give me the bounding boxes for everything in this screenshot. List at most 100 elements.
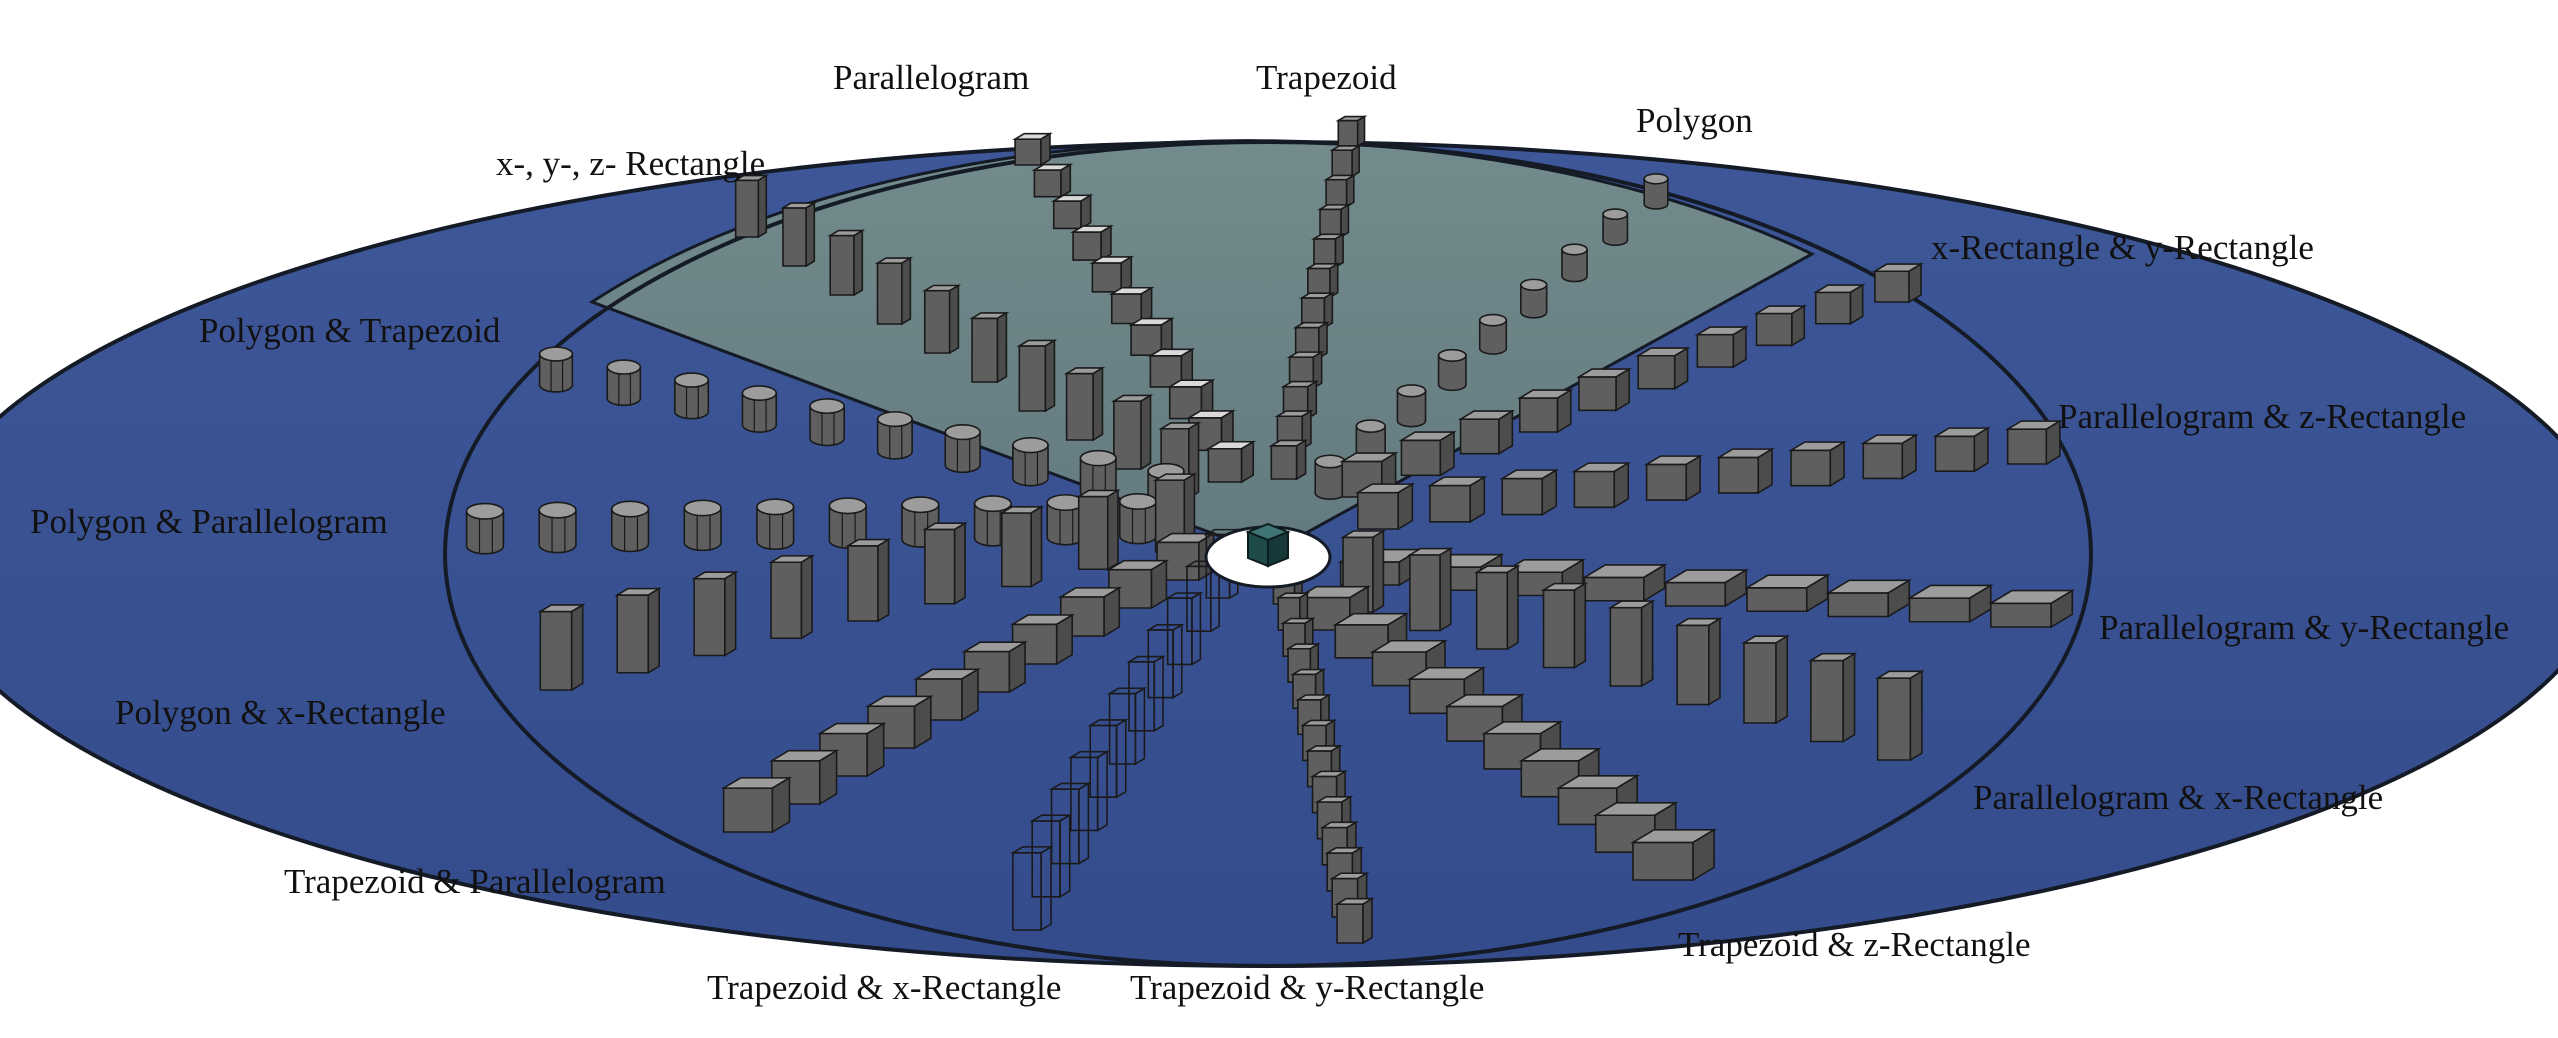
block-trapezoid-11 xyxy=(1335,115,1368,148)
block-polygon-trapezoid-4 xyxy=(876,411,913,460)
block-polygon-trapezoid-6 xyxy=(741,385,778,433)
block-parallelogram-y-rect-7 xyxy=(1906,584,1994,624)
block-polygon-trapezoid-5 xyxy=(809,398,845,447)
block-trapezoid-8 xyxy=(1317,203,1352,239)
label-trapezoid-parallelogram: Trapezoid & Parallelogram xyxy=(284,862,666,901)
block-x-rect-y-rect-2 xyxy=(1457,409,1516,456)
block-trapezoid-x-rect-3 xyxy=(1145,623,1185,700)
block-trapezoid-9 xyxy=(1323,174,1357,208)
block-polygon-x-rect-6 xyxy=(691,570,739,657)
block-parallelogram-y-rect-4 xyxy=(1662,568,1750,608)
block-parallelogram-7 xyxy=(1070,224,1114,262)
block-polygon-x-rect-4 xyxy=(845,538,892,623)
block-parallelogram-x-rect-6 xyxy=(1741,634,1791,725)
block-parallelogram-z-rect-7 xyxy=(1860,433,1919,480)
block-polygon-x-rect-1 xyxy=(1075,489,1121,571)
block-polygon-parallelogram-8 xyxy=(538,501,577,554)
label-polygon-trapezoid: Polygon & Trapezoid xyxy=(199,311,501,350)
block-parallelogram-x-rect-4 xyxy=(1607,599,1656,688)
block-polygon-parallelogram-9 xyxy=(465,502,505,555)
block-polygon-parallelogram-4 xyxy=(828,497,867,549)
block-trapezoid-y-rect-13 xyxy=(1334,897,1375,945)
block-parallelogram-z-rect-0 xyxy=(1354,482,1416,531)
block-xyz-rectangle-5 xyxy=(921,284,962,355)
block-polygon-3 xyxy=(1437,348,1467,392)
block-polygon-x-rect-5 xyxy=(768,554,815,640)
center-cube-icon xyxy=(1245,522,1291,568)
block-trapezoid-x-rect-2 xyxy=(1164,591,1204,666)
block-xyz-rectangle-2 xyxy=(1063,366,1106,442)
block-parallelogram-z-rect-9 xyxy=(2004,419,2063,466)
block-polygon-5 xyxy=(1520,278,1548,319)
label-polygon-x-rect: Polygon & x-Rectangle xyxy=(115,693,446,732)
label-trapezoid-z-rect: Trapezoid & z-Rectangle xyxy=(1678,925,2030,964)
block-trapezoid-x-rect-5 xyxy=(1106,686,1148,766)
block-parallelogram-z-rect-8 xyxy=(1932,426,1991,473)
block-parallelogram-z-rect-1 xyxy=(1427,475,1488,524)
block-parallelogram-z-rect-3 xyxy=(1571,461,1632,509)
block-polygon-2 xyxy=(1396,384,1427,428)
block-xyz-rectangle-9 xyxy=(732,174,770,239)
block-parallelogram-2 xyxy=(1166,378,1216,421)
block-trapezoid-10 xyxy=(1329,144,1363,178)
block-trapezoid-x-rect-8 xyxy=(1048,782,1092,866)
label-parallelogram-z-rect: Parallelogram & z-Rectangle xyxy=(2058,397,2466,436)
block-trapezoid-parallelogram-5 xyxy=(913,667,981,722)
block-x-rect-y-rect-5 xyxy=(1635,346,1691,391)
label-trapezoid: Trapezoid xyxy=(1256,58,1397,97)
block-x-rect-y-rect-3 xyxy=(1516,388,1574,434)
block-x-rect-y-rect-9 xyxy=(1872,262,1924,304)
label-polygon-parallelogram: Polygon & Parallelogram xyxy=(30,502,388,541)
label-parallelogram-x-rect: Parallelogram & x-Rectangle xyxy=(1973,778,2383,817)
block-parallelogram-4 xyxy=(1128,317,1175,357)
block-polygon-x-rect-7 xyxy=(614,587,663,675)
block-polygon-trapezoid-9 xyxy=(538,346,574,393)
block-polygon-6 xyxy=(1561,243,1588,283)
block-polygon-trapezoid-2 xyxy=(1012,436,1049,487)
block-x-rect-y-rect-4 xyxy=(1576,367,1633,412)
block-x-rect-y-rect-8 xyxy=(1812,283,1866,326)
block-trapezoid-x-rect-6 xyxy=(1087,718,1129,799)
block-trapezoid-0 xyxy=(1268,439,1309,481)
label-parallelogram-y-rect: Parallelogram & y-Rectangle xyxy=(2099,608,2509,647)
block-trapezoid-7 xyxy=(1311,232,1346,269)
block-trapezoid-x-rect-9 xyxy=(1029,813,1073,899)
block-xyz-rectangle-8 xyxy=(780,201,818,268)
block-polygon-x-rect-3 xyxy=(921,521,968,606)
block-trapezoid-parallelogram-9 xyxy=(720,776,793,834)
block-parallelogram-6 xyxy=(1089,255,1135,294)
block-parallelogram-x-rect-1 xyxy=(1406,547,1454,632)
block-polygon-trapezoid-7 xyxy=(674,372,710,420)
block-parallelogram-y-rect-3 xyxy=(1581,563,1668,603)
block-parallelogram-x-rect-3 xyxy=(1540,582,1589,669)
block-polygon-trapezoid-8 xyxy=(606,359,642,407)
block-trapezoid-x-rect-10 xyxy=(1009,845,1054,932)
block-xyz-rectangle-1 xyxy=(1110,394,1154,471)
label-trapezoid-y-rect: Trapezoid & y-Rectangle xyxy=(1130,968,1484,1007)
block-polygon-7 xyxy=(1602,208,1629,247)
block-xyz-rectangle-3 xyxy=(1016,339,1058,413)
block-trapezoid-5 xyxy=(1298,291,1336,330)
block-parallelogram-z-rect-6 xyxy=(1788,440,1847,488)
label-x-rect-y-rect: x-Rectangle & y-Rectangle xyxy=(1931,228,2314,267)
block-polygon-x-rect-2 xyxy=(998,505,1045,588)
block-parallelogram-z-rect-4 xyxy=(1643,454,1704,502)
block-xyz-rectangle-4 xyxy=(969,311,1010,384)
block-polygon-parallelogram-7 xyxy=(610,500,650,553)
block-parallelogram-y-rect-5 xyxy=(1744,573,1831,613)
block-parallelogram-8 xyxy=(1050,193,1094,230)
block-trapezoid-x-rect-4 xyxy=(1126,655,1166,733)
block-trapezoid-z-rect-9 xyxy=(1630,828,1717,882)
block-parallelogram-y-rect-8 xyxy=(1987,589,2076,629)
block-polygon-4 xyxy=(1478,313,1508,355)
block-parallelogram-z-rect-2 xyxy=(1499,468,1560,516)
block-x-rect-y-rect-7 xyxy=(1753,304,1808,347)
block-polygon-parallelogram-0 xyxy=(1118,493,1158,545)
block-polygon-parallelogram-6 xyxy=(683,499,722,552)
block-trapezoid-6 xyxy=(1304,262,1341,299)
block-x-rect-y-rect-1 xyxy=(1398,430,1457,477)
block-polygon-parallelogram-5 xyxy=(756,498,795,551)
block-x-rect-y-rect-6 xyxy=(1694,325,1749,369)
block-trapezoid-z-rect-2 xyxy=(1369,639,1448,687)
